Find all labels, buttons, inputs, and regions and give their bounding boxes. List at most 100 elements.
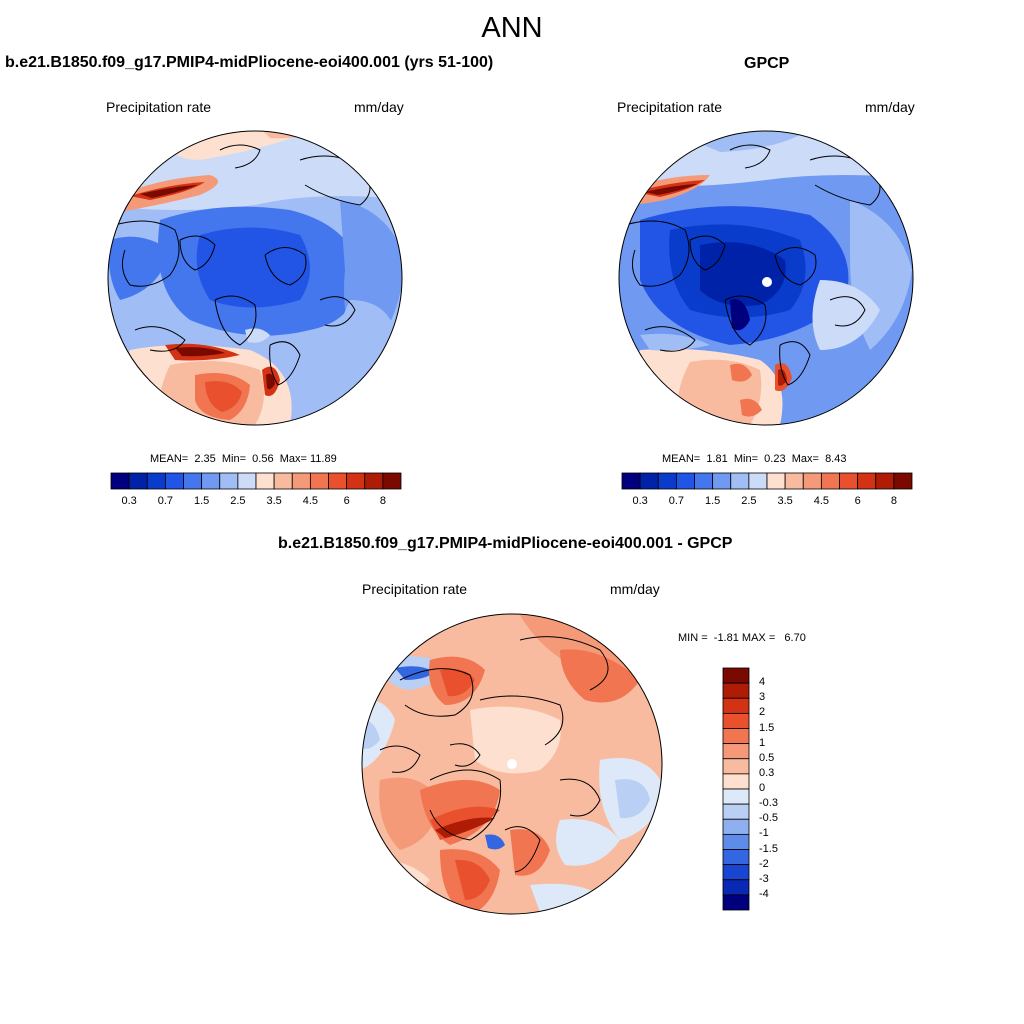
model-units-label: mm/day (354, 99, 404, 115)
colorbar-swatch (255, 472, 275, 490)
colorbar-swatch (712, 472, 732, 490)
diff-min-label: MIN = (678, 632, 708, 644)
model-field-label: Precipitation rate (106, 99, 212, 115)
colorbar-tick-label: 0 (759, 782, 766, 794)
colorbar-tick-label: -3 (759, 872, 769, 885)
model-min-label: Min= (221, 453, 247, 465)
colorbar-swatch (694, 472, 714, 490)
obs-min-label: Min= (733, 453, 759, 465)
obs-colorbar (621, 472, 913, 490)
diff-field-label: Precipitation rate (362, 581, 468, 597)
colorbar-swatch (382, 472, 402, 490)
colorbar-swatch (722, 743, 750, 760)
model-max-label: Max= (279, 453, 307, 465)
colorbar-swatch (722, 712, 750, 729)
model-panel-title: b.e21.B1850.f09_g17.PMIP4-midPliocene-eo… (5, 54, 494, 71)
colorbar-swatch (730, 472, 750, 490)
colorbar-tick-label: -2 (759, 857, 769, 870)
colorbar-swatch (309, 472, 329, 490)
colorbar-tick-label: 0.5 (759, 751, 775, 764)
colorbar-swatch (164, 472, 184, 490)
obs-min-value: 0.23 (764, 453, 786, 465)
colorbar-swatch (722, 833, 750, 850)
diff-panel-title: b.e21.B1850.f09_g17.PMIP4-midPliocene-eo… (278, 535, 733, 552)
diff-units-label: mm/day (610, 581, 660, 597)
colorbar-tick-label: 1.5 (704, 495, 721, 507)
colorbar-swatch (621, 472, 641, 490)
diff-min-value: -1.81 (713, 632, 739, 644)
colorbar-tick-label: 4.5 (302, 495, 319, 507)
obs-stats: MEAN= 1.81 Min= 0.23 Max= 8.43 (662, 453, 846, 465)
diff-max-value: 6.70 (784, 632, 806, 644)
colorbar-swatch (291, 472, 311, 490)
colorbar-swatch (722, 697, 750, 714)
colorbar-tick-label: 2 (759, 706, 766, 719)
colorbar-swatch (183, 472, 203, 490)
colorbar-swatch (722, 879, 750, 896)
colorbar-swatch (722, 788, 750, 805)
colorbar-swatch (328, 472, 348, 490)
colorbar-swatch (802, 472, 822, 490)
colorbar-tick-label: 6 (854, 495, 861, 507)
figure-title: ANN (481, 12, 543, 44)
colorbar-swatch (722, 667, 750, 684)
colorbar-swatch (722, 818, 750, 835)
colorbar-swatch (110, 472, 130, 490)
colorbar-swatch (893, 472, 913, 490)
colorbar-swatch (128, 472, 148, 490)
diff-max-label: MAX = (741, 632, 776, 644)
colorbar-swatch (722, 758, 750, 775)
obs-mean-value: 1.81 (706, 453, 728, 465)
colorbar-swatch (675, 472, 695, 490)
colorbar-swatch (722, 894, 750, 911)
obs-panel-title: GPCP (744, 55, 790, 72)
colorbar-swatch (219, 472, 239, 490)
colorbar-tick-label: 1.5 (193, 495, 210, 507)
colorbar-swatch (722, 728, 750, 745)
model-mean-value: 2.35 (194, 453, 216, 465)
obs-max-value: 8.43 (825, 453, 847, 465)
colorbar-tick-label: 8 (890, 495, 897, 507)
colorbar-tick-label: 0.3 (632, 495, 648, 507)
obs-max-label: Max= (791, 453, 819, 465)
colorbar-tick-label: 3 (759, 691, 766, 704)
colorbar-swatch (201, 472, 221, 490)
colorbar-tick-label: 0.3 (121, 495, 137, 507)
diff-stats: MIN = -1.81 MAX = 6.70 (678, 632, 806, 644)
colorbar-swatch (875, 472, 895, 490)
colorbar-tick-label: 3.5 (266, 495, 282, 507)
colorbar-swatch (722, 849, 750, 866)
colorbar-swatch (784, 472, 804, 490)
colorbar-tick-label: 3.5 (777, 495, 793, 507)
diff-colorbar (722, 667, 750, 911)
colorbar-tick-label: 2.5 (741, 495, 757, 507)
colorbar-tick-label: 0.7 (157, 495, 174, 507)
colorbar-swatch (722, 773, 750, 790)
colorbar-tick-label: 4 (759, 676, 766, 689)
colorbar-swatch (857, 472, 877, 490)
colorbar-swatch (346, 472, 366, 490)
model-max-value: 11.89 (310, 453, 337, 465)
colorbar-tick-label: -4 (759, 887, 769, 900)
colorbar-swatch (273, 472, 293, 490)
colorbar-swatch (237, 472, 257, 490)
colorbar-swatch (722, 864, 750, 881)
colorbar-swatch (722, 682, 750, 699)
colorbar-swatch (657, 472, 677, 490)
colorbar-tick-label: -0.3 (759, 797, 778, 810)
obs-mean-label: MEAN= (662, 453, 701, 465)
colorbar-swatch (839, 472, 859, 490)
colorbar-tick-label: 1 (759, 736, 766, 749)
colorbar-tick-label: -1.5 (759, 842, 778, 855)
colorbar-tick-label: 0.7 (668, 495, 685, 507)
obs-field-label: Precipitation rate (617, 99, 723, 115)
colorbar-tick-label: 2.5 (230, 495, 246, 507)
colorbar-tick-label: 1.5 (759, 721, 775, 734)
colorbar-swatch (748, 472, 768, 490)
model-mean-label: MEAN= (150, 453, 189, 465)
colorbar-tick-label: 0.3 (759, 766, 775, 779)
colorbar-tick-label: 4.5 (813, 495, 830, 507)
model-stats: MEAN= 2.35 Min= 0.56 Max= 11.89 (150, 453, 337, 465)
